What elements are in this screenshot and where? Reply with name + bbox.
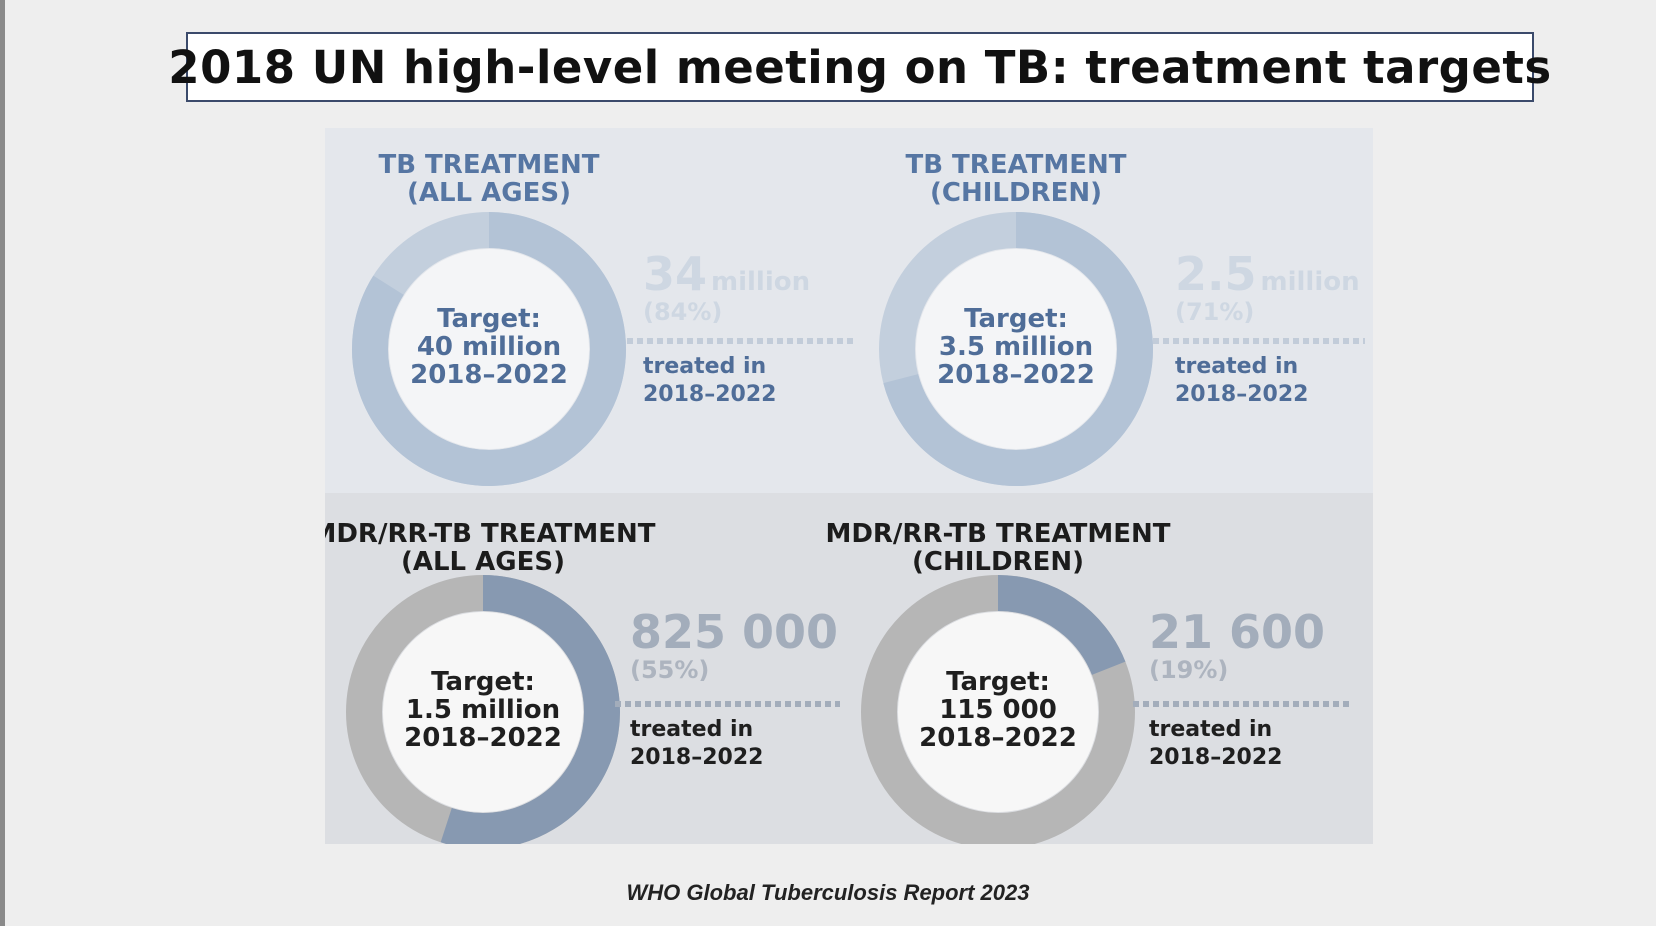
target-text-line: 115 000 xyxy=(939,695,1057,725)
panel-mdr-children: MDR/RR-TB TREATMENT(CHILDREN) Target:115 … xyxy=(825,519,1350,844)
panel-title-line: MDR/RR-TB TREATMENT xyxy=(825,519,1170,549)
donut-chart-grid: TB TREATMENT(ALL AGES)Target:40 million2… xyxy=(325,150,1365,844)
treated-value: 825 000 xyxy=(630,605,838,659)
percent-label: (84%) xyxy=(643,298,722,326)
source-citation: WHO Global Tuberculosis Report 2023 xyxy=(626,880,1030,905)
treated-caption-line: treated in xyxy=(643,354,766,379)
panel-title-line: MDR/RR-TB TREATMENT xyxy=(325,519,656,549)
treated-caption-line: treated in xyxy=(630,717,753,742)
panel-title-line: TB TREATMENT xyxy=(905,150,1126,180)
treated-caption-line: 2018–2022 xyxy=(643,382,776,407)
donut-achieved-arc xyxy=(352,212,626,486)
treated-value: 21 600 xyxy=(1149,605,1325,659)
target-text-line: 2018–2022 xyxy=(937,360,1095,390)
percent-label: (55%) xyxy=(630,656,709,684)
donut-center xyxy=(898,612,1098,812)
target-text-line: Target: xyxy=(964,304,1068,334)
donut-achieved-arc xyxy=(440,575,620,844)
treated-caption-line: treated in xyxy=(1175,354,1298,379)
target-text-line: 2018–2022 xyxy=(919,723,1077,753)
treated-value: 34 xyxy=(643,247,707,301)
treated-unit: million xyxy=(1261,267,1360,297)
donut-center xyxy=(916,249,1116,449)
infographic: TB TREATMENT (ALL AGES) Target: 40 million 2… xyxy=(325,128,1373,844)
panel-tb-children: TB TREATMENT(CHILDREN) Target:3.5 million… xyxy=(879,150,1365,486)
slide-title: 2018 UN high-level meeting on TB: treatm… xyxy=(168,40,1552,94)
panel-title-line: TB TREATMENT xyxy=(378,150,599,180)
target-text-line: Target: xyxy=(437,304,541,334)
slide-left-edge xyxy=(0,0,5,926)
target-text-line: 2018–2022 xyxy=(410,360,568,390)
treated-caption-line: treated in xyxy=(1149,717,1272,742)
panel-tb-all-ages: TB TREATMENT(ALL AGES)Target:40 million2… xyxy=(352,150,855,486)
donut-achieved-arc xyxy=(997,575,1126,676)
target-text-line: 2018–2022 xyxy=(404,723,562,753)
panel-title-line: (CHILDREN) xyxy=(930,178,1102,208)
treated-unit: million xyxy=(711,267,810,297)
panel-title-line: (ALL AGES) xyxy=(407,178,571,208)
percent-label: (19%) xyxy=(1149,656,1228,684)
donut-achieved-arc xyxy=(883,212,1153,486)
panel-title-line: (ALL AGES) xyxy=(401,547,565,577)
panel-mdr-all-ages: MDR/RR-TB TREATMENT(ALL AGES) Target:1.5 … xyxy=(325,519,840,844)
treated-caption-line: 2018–2022 xyxy=(630,745,763,770)
target-text-line: Target: xyxy=(946,667,1050,697)
donut-center xyxy=(383,612,583,812)
treated-caption-line: 2018–2022 xyxy=(1175,382,1308,407)
percent-label: (71%) xyxy=(1175,298,1254,326)
donut-center xyxy=(389,249,589,449)
treated-caption-line: 2018–2022 xyxy=(1149,745,1282,770)
treated-value: 2.5 xyxy=(1175,247,1257,301)
target-text-line: 40 million xyxy=(417,332,561,362)
target-text-line: 3.5 million xyxy=(939,332,1093,362)
title-box: 2018 UN high-level meeting on TB: treatm… xyxy=(168,32,1551,102)
target-text-line: 1.5 million xyxy=(406,695,560,725)
panel-title-line: (CHILDREN) xyxy=(912,547,1084,577)
target-text-line: Target: xyxy=(431,667,535,697)
